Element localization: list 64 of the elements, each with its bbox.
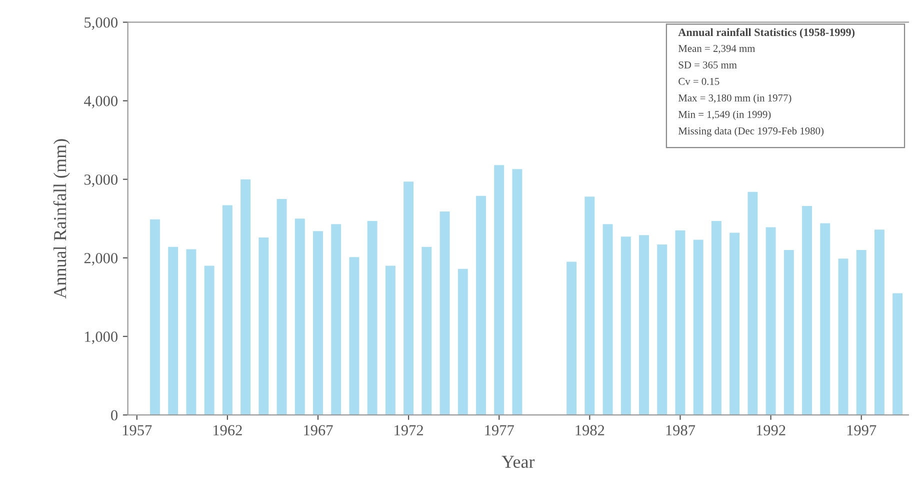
bar [584, 196, 595, 415]
bar [512, 169, 522, 415]
y-tick-label: 1,000 [85, 332, 118, 344]
x-tick-label: 1957 [122, 425, 152, 436]
x-tick-label: 1962 [214, 425, 242, 436]
x-tick-label: 1982 [576, 425, 604, 436]
bar [856, 250, 866, 415]
bar [693, 240, 704, 415]
annotation: Min = 1,549 (in 1999) [678, 110, 771, 120]
x-tick-label: 1992 [756, 425, 786, 436]
bar [313, 231, 323, 415]
bar [620, 236, 631, 415]
y-tick-label: 0 [111, 410, 118, 420]
bar [675, 230, 686, 415]
bar [294, 218, 305, 415]
bar [204, 266, 214, 415]
bar [168, 246, 178, 415]
bar [784, 250, 794, 415]
y-tick-label: 4,000 [84, 96, 118, 108]
y-axis-title: Annual Rainfall (mm) [53, 139, 70, 299]
bar [892, 293, 903, 415]
bar [748, 192, 758, 415]
bar [838, 258, 848, 415]
bar [766, 227, 776, 415]
bar [385, 266, 396, 415]
bar [494, 165, 504, 415]
y-tick-label: 3,000 [84, 174, 118, 187]
annotation: Missing data (Dec 1979-Feb 1980) [678, 127, 824, 137]
annotation: SD = 365 mm [678, 61, 737, 68]
bar [657, 244, 668, 415]
x-tick-label: 1972 [394, 425, 423, 436]
bar [440, 212, 450, 415]
annotation: Cv = 0.15 [678, 78, 720, 85]
bar [367, 220, 378, 415]
bar [186, 249, 196, 415]
bar [602, 224, 613, 415]
bar [820, 223, 830, 415]
x-tick-label: 1987 [666, 425, 696, 436]
bar [349, 257, 360, 415]
bar [331, 224, 342, 415]
annotation: Max = 3,180 mm (in 1977) [678, 94, 792, 104]
bar [404, 182, 414, 415]
x-tick-label: 1977 [485, 425, 514, 436]
annotation: Annual rainfall Statistics (1958-1999) [678, 28, 855, 38]
bar [730, 232, 740, 415]
x-axis-title: Year [502, 456, 535, 468]
bar [276, 198, 287, 415]
x-tick-label: 1997 [847, 425, 876, 436]
bar [222, 205, 232, 415]
bar [258, 237, 269, 415]
annotation: Mean = 2,394 mm [678, 44, 756, 54]
bar [639, 235, 649, 415]
bar [566, 262, 577, 415]
bar [422, 246, 432, 415]
bar [476, 196, 486, 415]
y-tick-label: 5,000 [84, 17, 118, 30]
bar [711, 220, 722, 415]
bar [458, 268, 468, 415]
bar [802, 206, 812, 415]
x-tick-label: 1967 [304, 425, 333, 436]
y-tick-label: 2,000 [84, 253, 118, 266]
bar [874, 230, 884, 415]
bar [240, 179, 251, 415]
bar [150, 219, 160, 415]
